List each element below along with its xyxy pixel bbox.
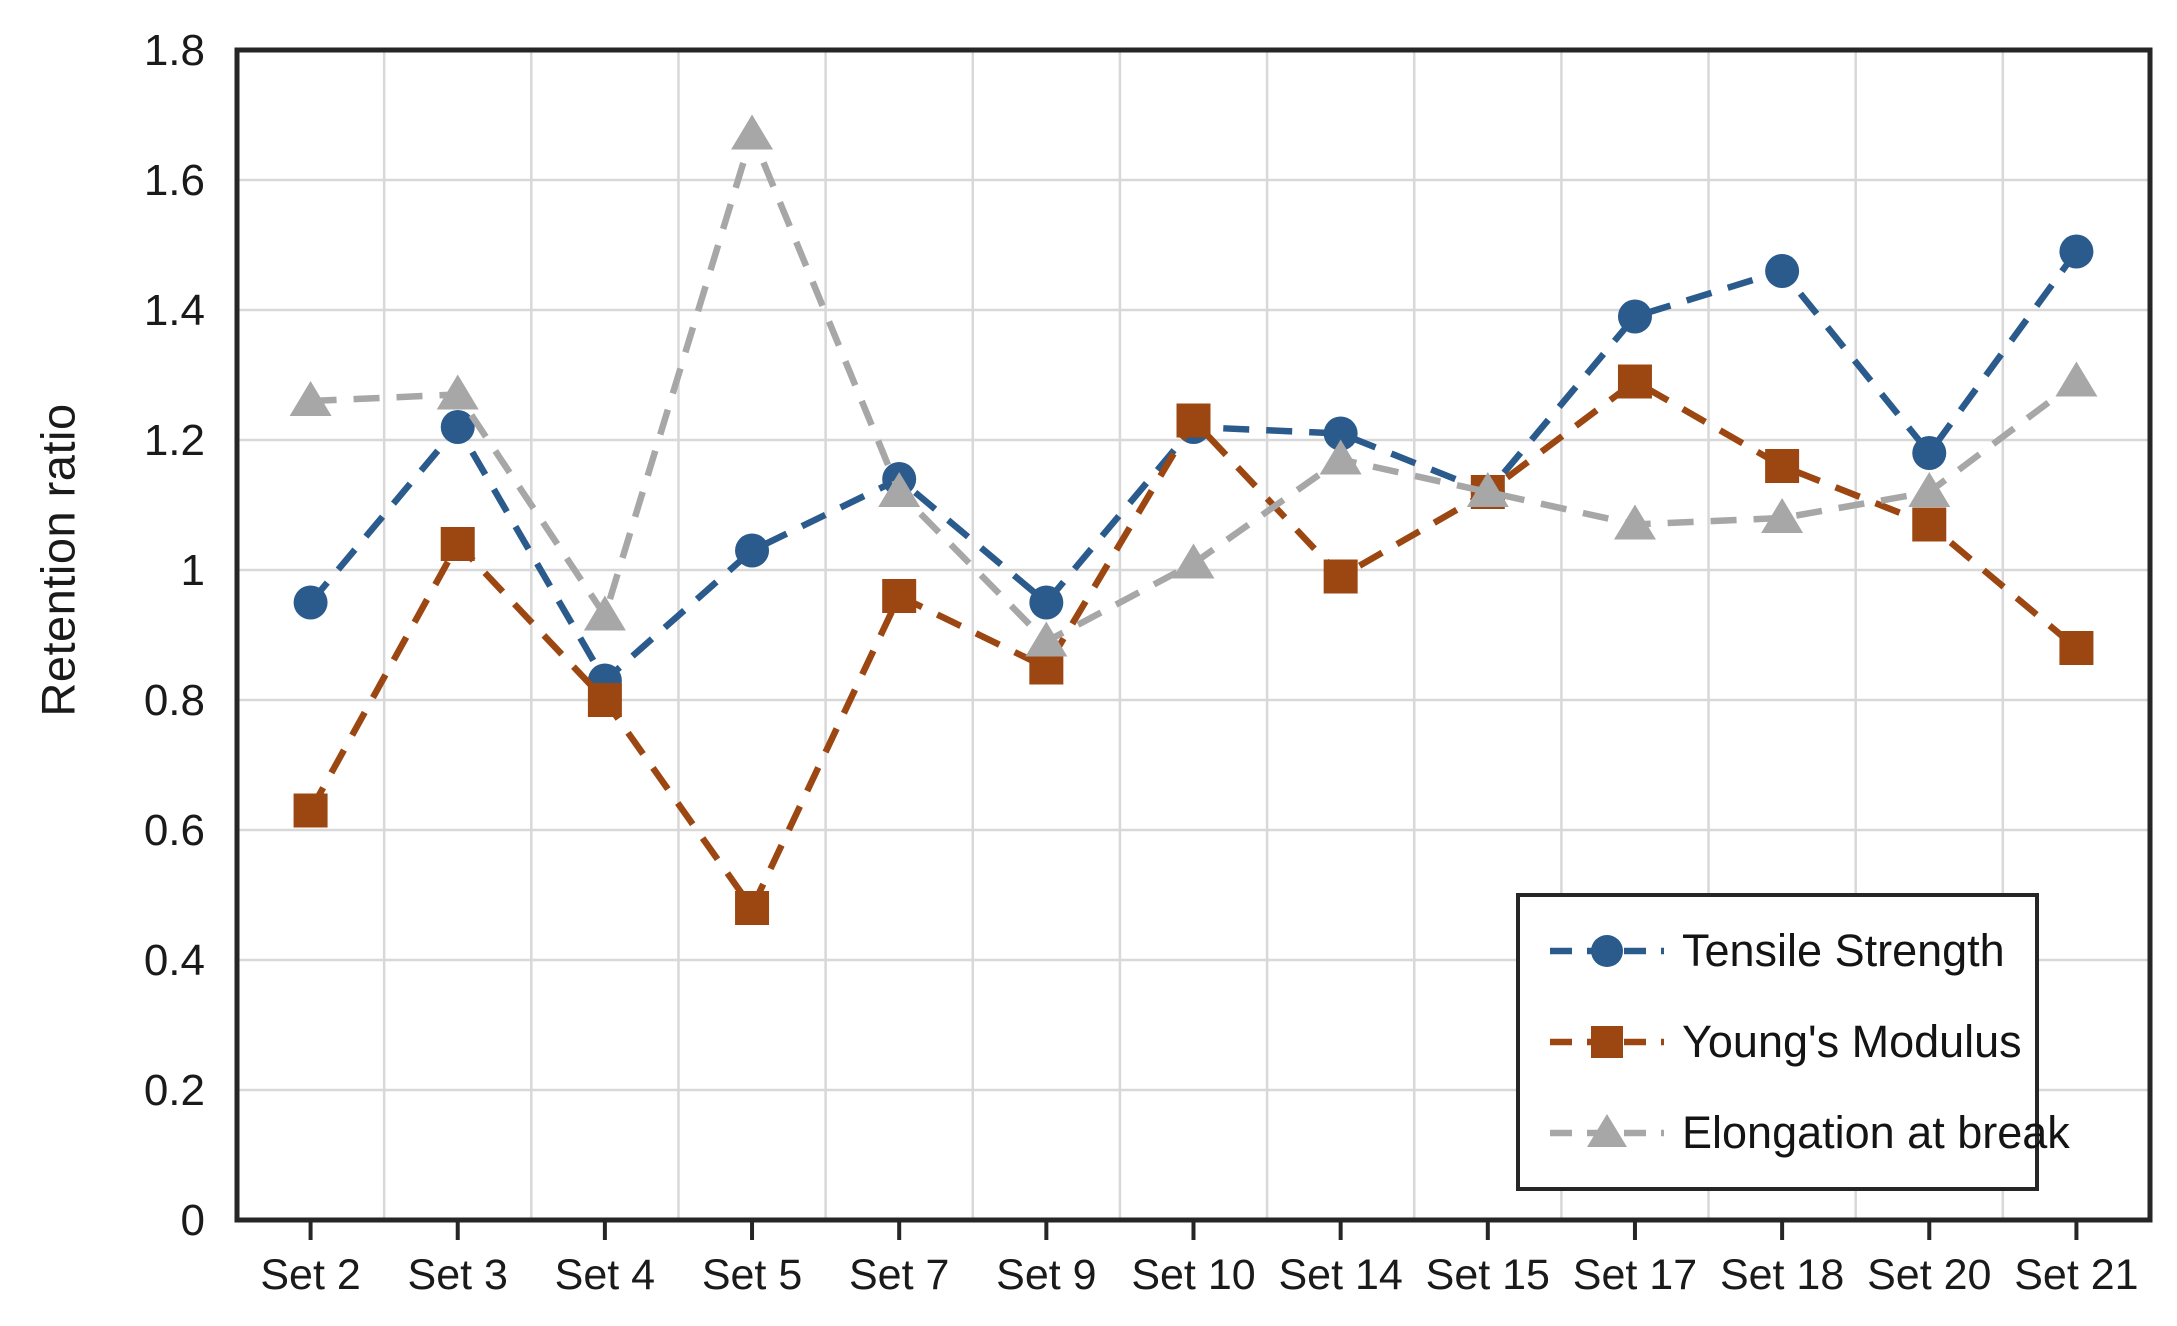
- data-point: [1323, 559, 1358, 594]
- x-tick-label: Set 21: [2014, 1251, 2138, 1299]
- data-point: [2059, 631, 2094, 665]
- x-tick-label: Set 4: [555, 1251, 655, 1299]
- x-tick-label: Set 2: [260, 1251, 360, 1299]
- x-tick-label: Set 20: [1867, 1251, 1991, 1299]
- x-tick-label: Set 5: [702, 1251, 802, 1299]
- series-elongation-at-break: [289, 114, 2098, 657]
- y-tick-label: 0: [181, 1196, 205, 1245]
- x-tick-label: Set 9: [996, 1251, 1096, 1299]
- data-point: [735, 533, 770, 568]
- data-point: [1761, 498, 1804, 533]
- x-tick-label: Set 10: [1131, 1251, 1255, 1299]
- x-tick-label: Set 17: [1573, 1251, 1697, 1299]
- y-tick-label: 0.8: [144, 676, 205, 725]
- y-tick-label: 0.6: [144, 806, 205, 855]
- data-point: [440, 527, 475, 561]
- data-point: [1176, 403, 1211, 438]
- legend-key-circle-icon: [1550, 934, 1664, 967]
- y-tick-label: 1.8: [144, 26, 205, 75]
- data-point: [1908, 472, 1951, 507]
- data-point: [293, 793, 328, 828]
- data-point: [583, 595, 626, 631]
- legend-item-youngs-modulus: Young's Modulus: [1546, 1016, 2027, 1068]
- x-tick-label: Set 7: [849, 1251, 949, 1299]
- y-tick-label: 1.6: [144, 156, 205, 205]
- legend-item-tensile-strength: Tensile Strength: [1546, 925, 2027, 977]
- data-point: [1466, 472, 1509, 507]
- y-tick-label: 1: [181, 546, 205, 595]
- data-point: [1617, 299, 1652, 334]
- legend-label: Elongation at break: [1682, 1107, 2070, 1159]
- data-point: [289, 381, 332, 416]
- data-point: [882, 579, 917, 613]
- data-point: [293, 585, 328, 620]
- y-tick-label: 0.4: [144, 936, 205, 985]
- legend-item-elongation-at-break: Elongation at break: [1546, 1107, 2070, 1159]
- data-point: [1029, 585, 1064, 620]
- data-point: [1025, 621, 1068, 657]
- x-tick-label: Set 14: [1278, 1251, 1402, 1299]
- data-point: [1912, 507, 1947, 542]
- legend: Tensile Strength Young's Modulus Elongat…: [1516, 893, 2070, 1191]
- data-point: [436, 374, 479, 410]
- data-point: [731, 114, 774, 150]
- series-young-s-modulus: [293, 364, 2094, 925]
- data-point: [1323, 416, 1358, 451]
- data-point: [1617, 364, 1652, 399]
- data-point: [1172, 543, 1215, 579]
- legend-key-triangle-icon: [1550, 1114, 1664, 1148]
- data-point: [878, 472, 921, 507]
- x-tick-label: Set 15: [1426, 1251, 1550, 1299]
- series-tensile-strength: [293, 234, 2094, 698]
- y-tick-label: 1.2: [144, 416, 205, 465]
- legend-key-square-icon: [1550, 1025, 1664, 1058]
- legend-label: Young's Modulus: [1682, 1015, 2022, 1067]
- data-point: [735, 891, 770, 925]
- data-point: [440, 410, 475, 444]
- data-point: [1912, 436, 1947, 470]
- y-tick-label: 0.2: [144, 1066, 205, 1115]
- data-point: [1765, 254, 1800, 288]
- data-point: [2059, 234, 2094, 269]
- series-line: [308, 249, 2080, 686]
- y-tick-label: 1.4: [144, 286, 205, 335]
- legend-label: Tensile Strength: [1682, 924, 2005, 976]
- data-point: [1319, 439, 1362, 475]
- x-tick-label: Set 3: [408, 1251, 508, 1299]
- data-point: [1765, 449, 1800, 483]
- data-point: [587, 683, 622, 717]
- data-point: [1613, 504, 1656, 540]
- x-tick-label: Set 18: [1720, 1251, 1844, 1299]
- data-point: [2055, 361, 2098, 397]
